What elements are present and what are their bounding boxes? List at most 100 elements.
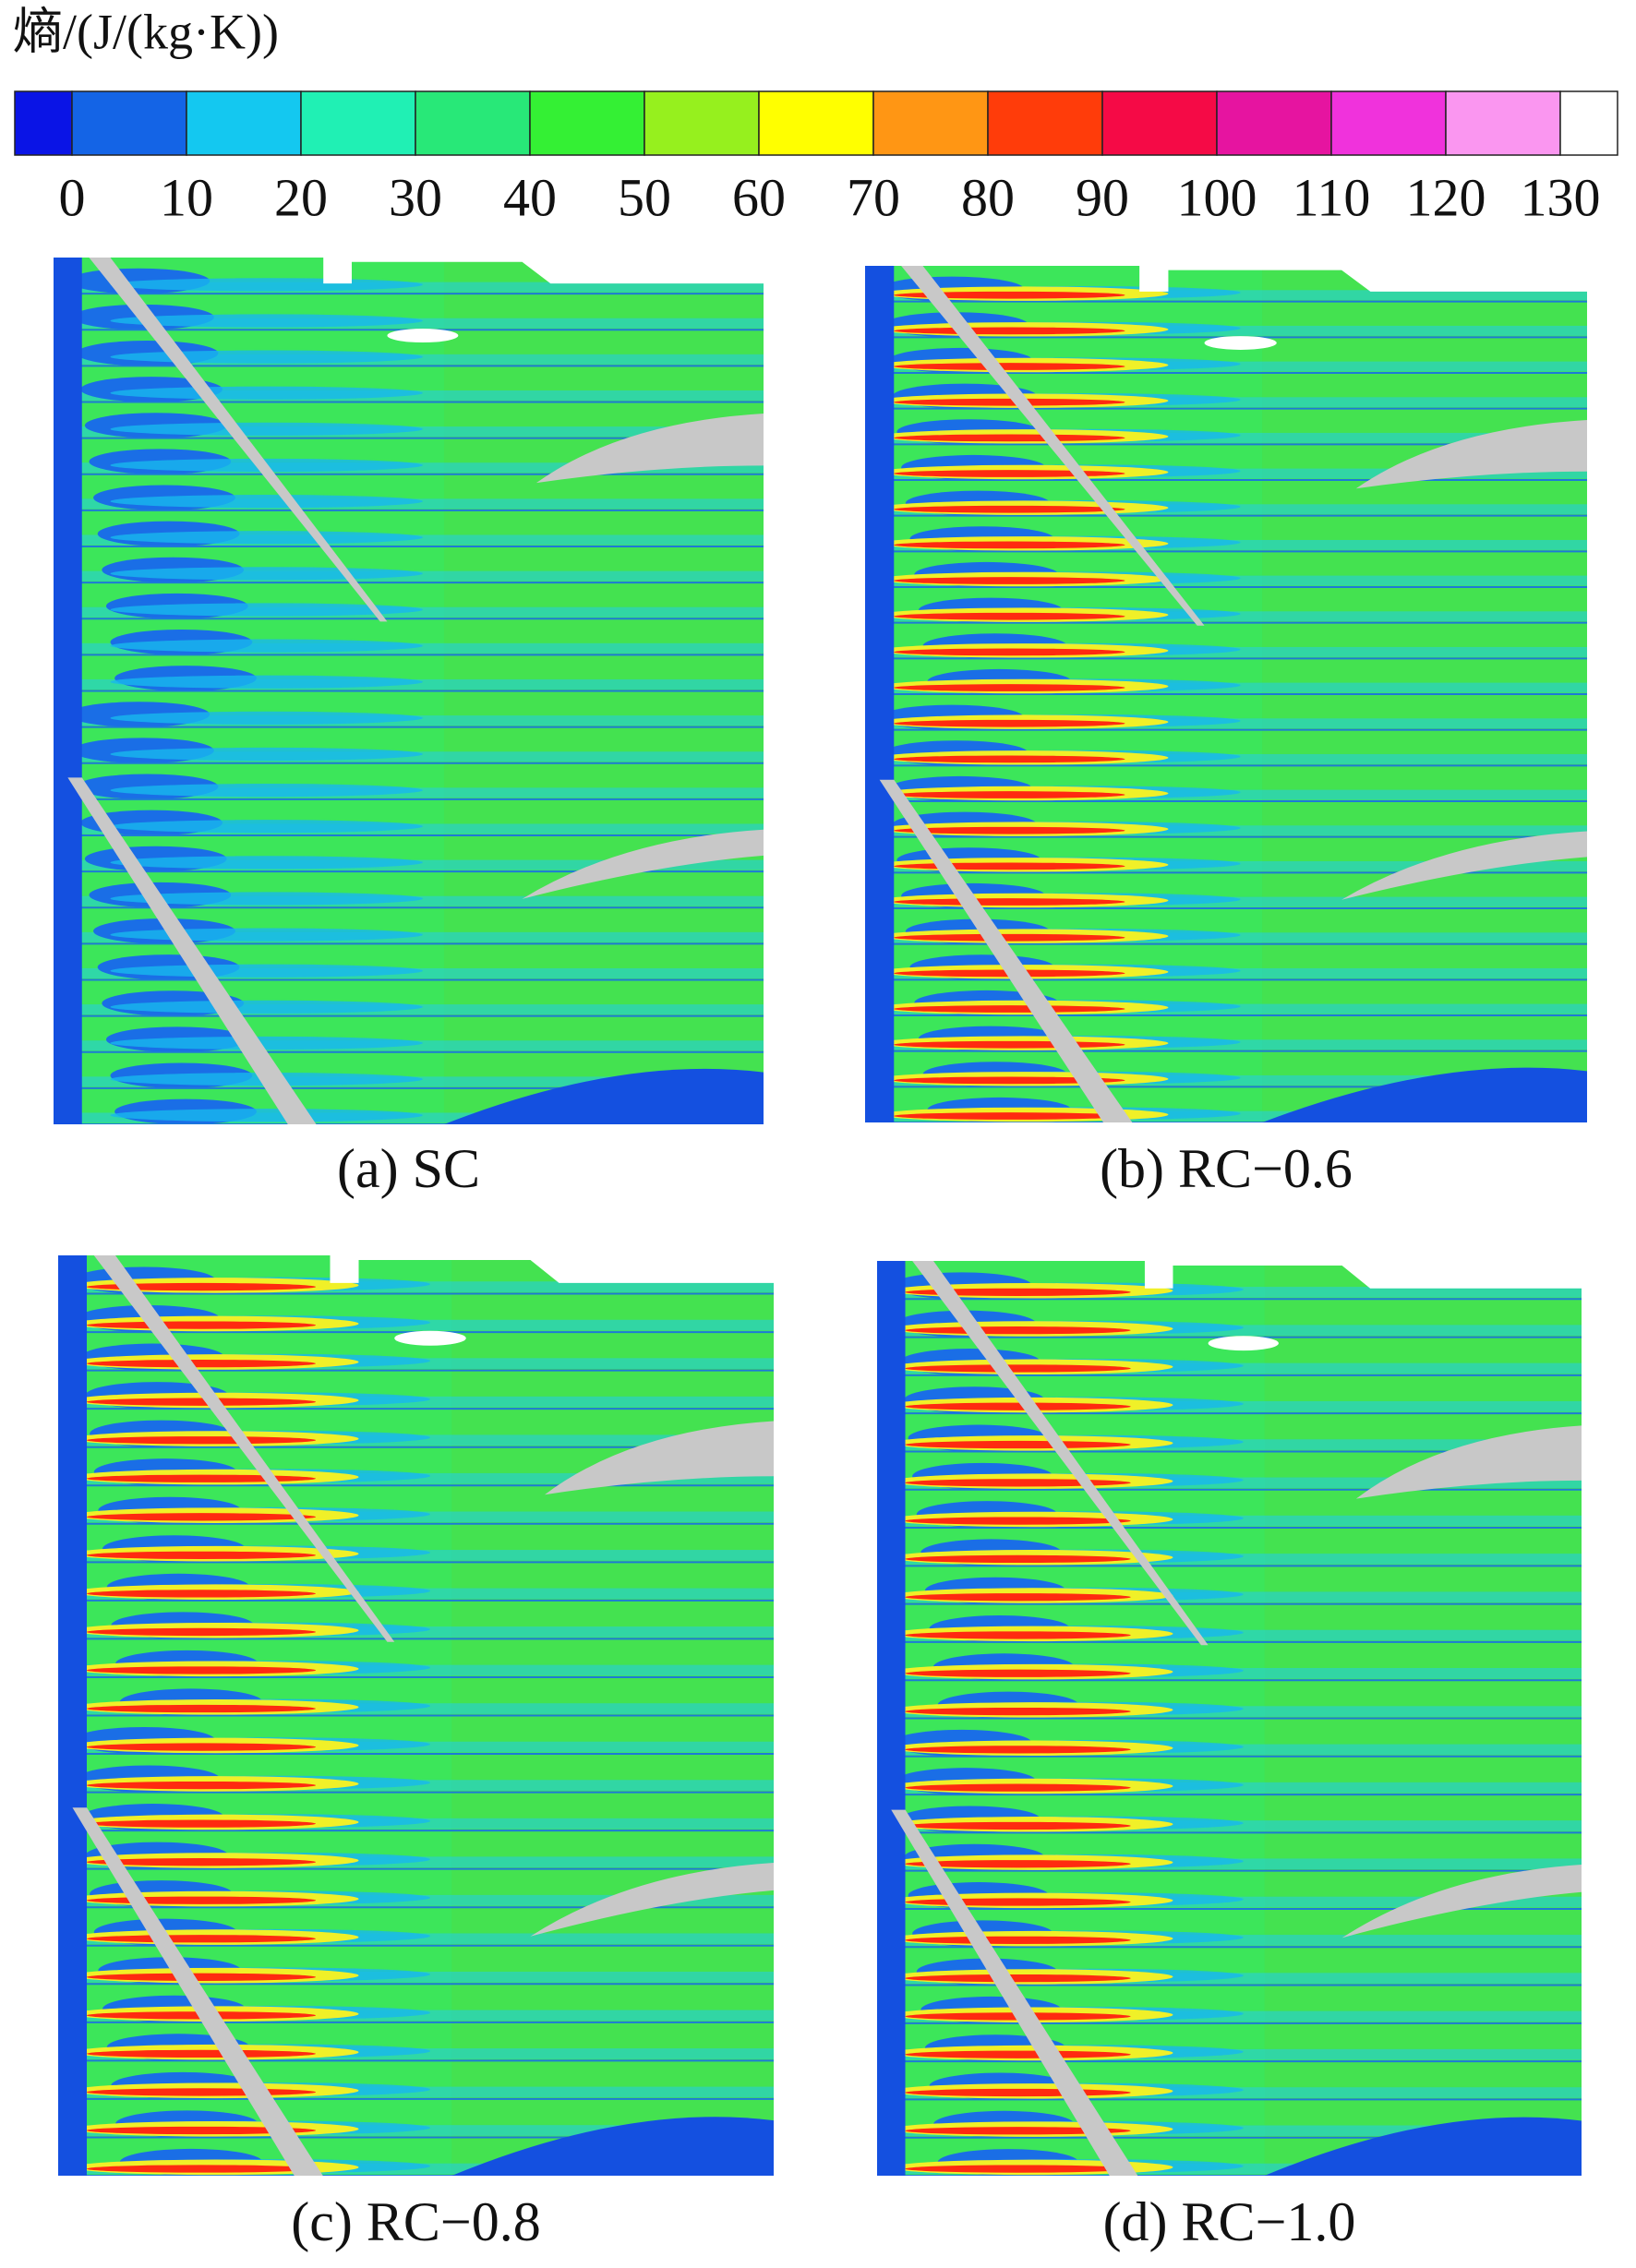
hot-streak bbox=[87, 2126, 316, 2135]
wake-cyan bbox=[110, 1036, 423, 1050]
hot-streak bbox=[894, 1112, 1125, 1120]
colorbar-cell bbox=[1330, 90, 1447, 156]
vane-lower bbox=[522, 829, 764, 899]
colorbar-cell bbox=[872, 90, 989, 156]
hot-streak bbox=[87, 1627, 316, 1637]
hot-streak bbox=[905, 2088, 1131, 2097]
wake-cyan bbox=[110, 820, 423, 834]
wake-cyan bbox=[110, 639, 423, 653]
hot-streak bbox=[87, 1590, 316, 1598]
contour-panel: (c) RC−0.8 bbox=[58, 1255, 774, 2252]
colorbar-cell bbox=[14, 90, 73, 156]
colorbar-title: 熵/(J/(kg·K)) bbox=[13, 4, 279, 59]
hot-streak bbox=[894, 327, 1125, 335]
hot-streak bbox=[894, 755, 1125, 763]
vane-lower bbox=[1341, 831, 1587, 900]
colorbar-cell bbox=[644, 90, 760, 156]
wake-cyan bbox=[110, 422, 423, 436]
colorbar-cell bbox=[1445, 90, 1561, 156]
hot-streak bbox=[894, 648, 1125, 656]
panels: (a) SC (b) RC−0.6 (c) RC−0.8 (d) RC−1.0 bbox=[54, 258, 1587, 2252]
wake-cyan bbox=[110, 603, 423, 617]
colorbar-tick-label: 0 bbox=[59, 167, 86, 227]
colorbar-tick-label: 80 bbox=[961, 167, 1015, 227]
vane-upper bbox=[545, 1421, 774, 1495]
colorbar-cell bbox=[987, 90, 1103, 156]
panel-caption: (c) RC−0.8 bbox=[291, 2191, 540, 2252]
colorbar-tick-label: 60 bbox=[732, 167, 786, 227]
vane-upper bbox=[535, 414, 764, 484]
vane-upper bbox=[1355, 420, 1587, 489]
hot-streak bbox=[894, 862, 1125, 870]
hot-streak bbox=[905, 1440, 1131, 1449]
hot-streak bbox=[905, 1593, 1131, 1602]
colorbar-tick-label: 50 bbox=[618, 167, 671, 227]
wake-cyan bbox=[110, 964, 423, 978]
hot-streak bbox=[905, 1974, 1131, 1983]
blade-upper bbox=[912, 1261, 1209, 1646]
colorbar-tick-label: 120 bbox=[1406, 167, 1486, 227]
hot-streak bbox=[905, 1479, 1131, 1487]
colorbar-tick-label: 90 bbox=[1076, 167, 1129, 227]
hot-streak bbox=[894, 434, 1125, 442]
hot-streak bbox=[87, 1398, 316, 1406]
contour-panel: (a) SC bbox=[54, 258, 764, 1199]
hot-streak bbox=[894, 505, 1125, 513]
wake-cyan bbox=[110, 567, 423, 581]
hot-streak bbox=[894, 791, 1125, 798]
colorbar-tick-label: 30 bbox=[389, 167, 442, 227]
hot-streak bbox=[894, 470, 1125, 477]
hot-streak bbox=[894, 541, 1125, 549]
hot-streak bbox=[87, 1743, 316, 1751]
hot-streak bbox=[87, 1935, 316, 1943]
hot-streak bbox=[894, 826, 1125, 834]
hot-streak bbox=[905, 2050, 1131, 2058]
colorbar-cell bbox=[1216, 90, 1332, 156]
colorbar-tick-label: 70 bbox=[847, 167, 900, 227]
wake-cyan bbox=[110, 495, 423, 509]
wake-cyan bbox=[110, 531, 423, 545]
colorbar-cell bbox=[71, 90, 187, 156]
white-gap bbox=[387, 328, 459, 343]
hot-streak bbox=[87, 1436, 316, 1445]
colorbar-cell bbox=[186, 90, 302, 156]
hot-streak bbox=[894, 577, 1125, 584]
wake-cyan bbox=[110, 1109, 423, 1122]
top-cutout bbox=[323, 258, 764, 284]
panel-caption: (a) SC bbox=[337, 1138, 480, 1199]
hot-streak bbox=[87, 1819, 316, 1828]
hot-streak bbox=[905, 1669, 1131, 1677]
wake-cyan bbox=[110, 350, 423, 364]
inlet-strip bbox=[54, 258, 82, 1124]
colorbar-tick-label: 100 bbox=[1177, 167, 1257, 227]
hot-streak bbox=[905, 1517, 1131, 1525]
hot-streak bbox=[894, 1076, 1125, 1085]
contour-field bbox=[58, 1255, 774, 2176]
hot-streak bbox=[905, 1326, 1131, 1335]
panel-caption: (d) RC−1.0 bbox=[1103, 2191, 1356, 2252]
hot-streak bbox=[87, 2049, 316, 2058]
colorbar: 0 10 20 30 40 50 60 70 80 90 100 110 120 130 bbox=[14, 90, 1618, 227]
outlet-blue bbox=[443, 1068, 764, 1124]
colorbar-tick-label: 130 bbox=[1521, 167, 1601, 227]
colorbar-cell bbox=[1101, 90, 1218, 156]
inlet-strip bbox=[865, 266, 895, 1122]
vane-upper bbox=[1355, 1425, 1582, 1499]
hot-streak bbox=[894, 898, 1125, 906]
hot-streak bbox=[87, 1551, 316, 1560]
wake-cyan bbox=[110, 1000, 423, 1014]
contour-panel: (d) RC−1.0 bbox=[877, 1261, 1582, 2252]
contour-field bbox=[877, 1261, 1582, 2176]
colorbar-cell bbox=[415, 90, 531, 156]
hot-streak bbox=[905, 1860, 1131, 1868]
hot-streak bbox=[87, 2088, 316, 2096]
wake-cyan bbox=[110, 747, 423, 762]
hot-streak bbox=[87, 1781, 316, 1790]
hot-streak bbox=[905, 1898, 1131, 1906]
hot-streak bbox=[87, 1896, 316, 1904]
hot-streak bbox=[905, 1707, 1131, 1716]
colorbar-tick-label: 40 bbox=[503, 167, 557, 227]
hot-streak bbox=[894, 933, 1125, 942]
hot-streak bbox=[894, 1040, 1125, 1049]
